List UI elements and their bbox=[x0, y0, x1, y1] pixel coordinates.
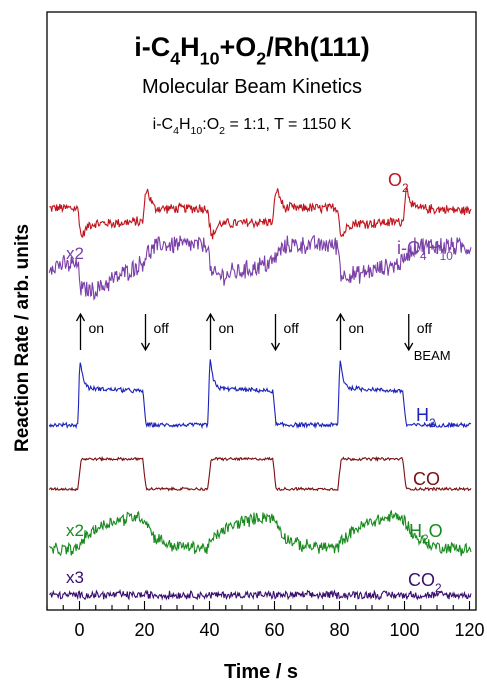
chart-condition: i-C4H10:O2 = 1:1, T = 1150 K bbox=[153, 116, 352, 137]
beam-arrowhead bbox=[75, 312, 86, 322]
x-tick-label: 80 bbox=[329, 620, 349, 640]
series-line bbox=[48, 359, 472, 430]
x-tick-label: 40 bbox=[199, 620, 219, 640]
series-layer: O2 i-C4H10 x2 H2 CO H2O x2 CO2 x3 bbox=[48, 170, 472, 601]
x-axis: 0 20 40 60 80 100 120 bbox=[46, 601, 485, 640]
x-tick-label: 0 bbox=[74, 620, 84, 640]
beam-event-label: off bbox=[284, 320, 299, 336]
beam-event-label: on bbox=[89, 320, 105, 336]
series-line bbox=[48, 509, 472, 557]
series-scale-label: x3 bbox=[66, 568, 84, 587]
beam-event-label: on bbox=[219, 320, 235, 336]
series-line bbox=[49, 588, 472, 601]
x-tick-label: 60 bbox=[264, 620, 284, 640]
y-axis-label: Reaction Rate / arb. units bbox=[12, 224, 33, 452]
plot-frame bbox=[46, 11, 477, 611]
beam-arrowhead bbox=[404, 342, 414, 352]
x-axis-label: Time / s bbox=[224, 661, 298, 683]
series-scale-label: x2 bbox=[66, 521, 84, 540]
beam-label: BEAM bbox=[414, 348, 451, 363]
series-line bbox=[49, 185, 472, 240]
beam-markers: on off on off on off BEAM bbox=[75, 312, 451, 363]
series-label: CO bbox=[413, 469, 440, 489]
x-tick-label: 120 bbox=[454, 620, 484, 640]
beam-arrowhead bbox=[270, 342, 281, 352]
chart-subtitle: Molecular Beam Kinetics bbox=[142, 76, 362, 98]
beam-event-label: on bbox=[349, 320, 365, 336]
beam-event-label: off bbox=[417, 320, 432, 336]
series-line bbox=[48, 455, 472, 492]
beam-event-label: off bbox=[154, 320, 169, 336]
beam-arrowhead bbox=[205, 312, 216, 322]
series-label: H2O bbox=[409, 521, 443, 546]
series-label: H2 bbox=[416, 405, 436, 430]
series-label: CO2 bbox=[408, 570, 442, 595]
series-label: i-C4H10 bbox=[397, 238, 453, 263]
beam-arrowhead bbox=[335, 312, 346, 322]
x-tick-label: 100 bbox=[389, 620, 419, 640]
chart-title: i-C4H10+O2/Rh(111) bbox=[134, 32, 370, 69]
series-scale-label: x2 bbox=[66, 244, 84, 263]
x-tick-label: 20 bbox=[134, 620, 154, 640]
beam-arrowhead bbox=[140, 342, 151, 352]
series-label: O2 bbox=[388, 170, 409, 195]
series-line bbox=[48, 234, 472, 301]
